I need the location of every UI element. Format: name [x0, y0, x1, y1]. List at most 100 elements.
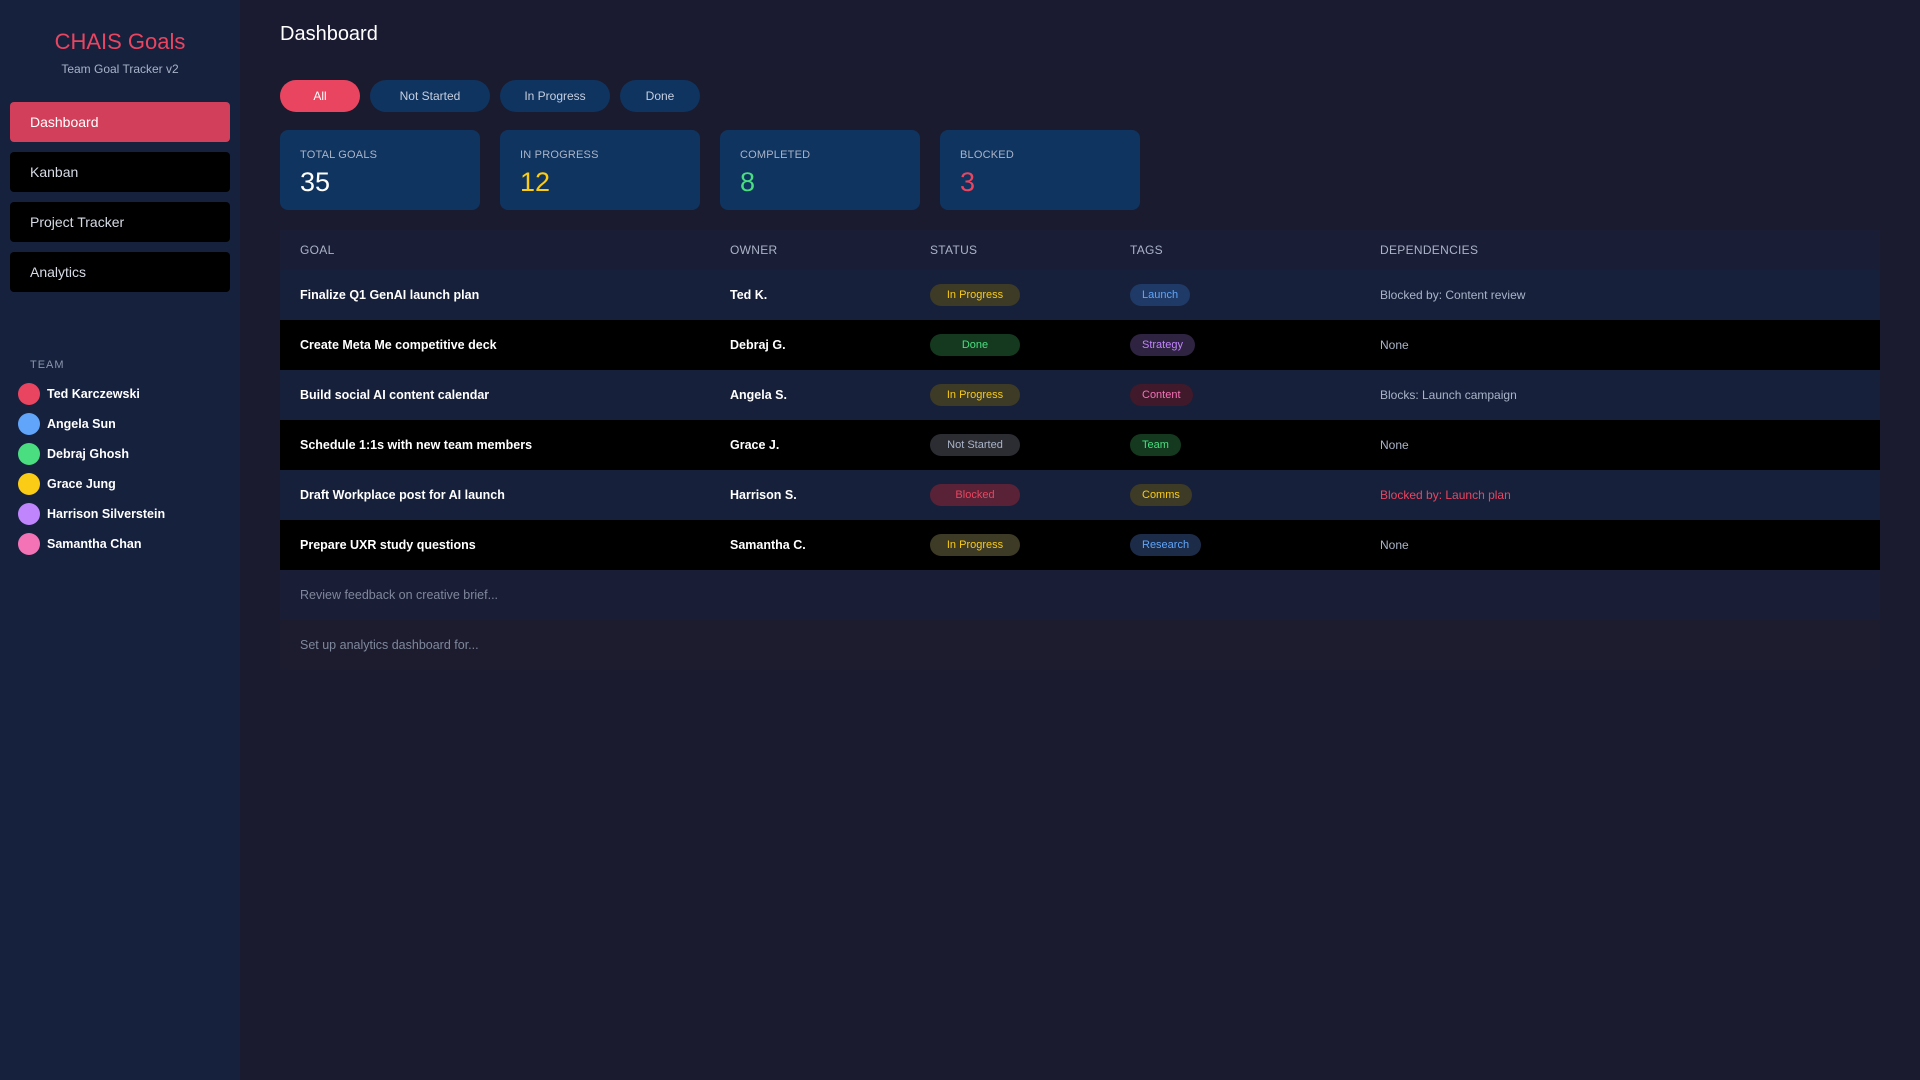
- goal-cell: Finalize Q1 GenAI launch plan: [300, 288, 480, 302]
- dependencies-cell: None: [1380, 338, 1409, 352]
- goal-cell: Set up analytics dashboard for...: [300, 638, 479, 652]
- filter-not-started[interactable]: Not Started: [370, 80, 490, 112]
- dependencies-cell: Blocked by: Launch plan: [1380, 488, 1511, 502]
- goal-cell: Build social AI content calendar: [300, 388, 490, 402]
- table-header: GOAL OWNER STATUS TAGS DEPENDENCIES: [280, 230, 1880, 270]
- avatar: [18, 413, 40, 435]
- team-member[interactable]: Samantha Chan: [0, 529, 240, 559]
- goal-cell: Prepare UXR study questions: [300, 538, 476, 552]
- team-member[interactable]: Debraj Ghosh: [0, 439, 240, 469]
- filter-in-progress[interactable]: In Progress: [500, 80, 610, 112]
- page-title: Dashboard: [280, 23, 378, 45]
- goal-cell: Review feedback on creative brief...: [300, 588, 499, 602]
- status-cell: In Progress: [930, 284, 1130, 306]
- stat-card-completed: COMPLETED 8: [720, 130, 920, 210]
- tag-badge: Strategy: [1130, 334, 1195, 356]
- nav-item-project-tracker[interactable]: Project Tracker: [10, 202, 230, 242]
- status-badge: Not Started: [930, 434, 1020, 456]
- brand-subtitle: Team Goal Tracker v2: [61, 62, 179, 76]
- column-header-owner[interactable]: OWNER: [730, 243, 778, 257]
- dependencies-cell: Blocks: Launch campaign: [1380, 388, 1517, 402]
- team-list: Ted Karczewski Angela Sun Debraj Ghosh Grac…: [0, 379, 240, 559]
- stat-label: COMPLETED: [740, 149, 811, 161]
- table-row[interactable]: Schedule 1:1s with new team members Grace…: [280, 420, 1880, 470]
- team-member[interactable]: Angela Sun: [0, 409, 240, 439]
- avatar: [18, 443, 40, 465]
- table-row-faded[interactable]: Set up analytics dashboard for...: [280, 620, 1880, 670]
- table-row[interactable]: Draft Workplace post for AI launch Harris…: [280, 470, 1880, 520]
- tag-badge: Research: [1130, 534, 1202, 556]
- status-cell: Blocked: [930, 484, 1130, 506]
- owner-cell: Grace J.: [730, 438, 780, 452]
- column-header-tags[interactable]: TAGS: [1130, 243, 1163, 257]
- stats-row: TOTAL GOALS 35 IN PROGRESS 12 COMPLETED …: [280, 130, 1880, 210]
- team-member[interactable]: Grace Jung: [0, 469, 240, 499]
- table-body: Finalize Q1 GenAI launch plan Ted K. In Pr…: [280, 270, 1880, 670]
- table-row[interactable]: Build social AI content calendar Angela S…: [280, 370, 1880, 420]
- tags-cell: Strategy: [1130, 334, 1380, 356]
- tags-cell: Comms: [1130, 484, 1380, 506]
- tags-cell: Research: [1130, 534, 1380, 556]
- stat-card-in-progress: IN PROGRESS 12: [500, 130, 700, 210]
- status-cell: Not Started: [930, 434, 1130, 456]
- filter-bar: All Not Started In Progress Done: [280, 80, 1880, 112]
- owner-cell: Samantha C.: [730, 538, 806, 552]
- team-member-name: Angela Sun: [47, 417, 116, 431]
- table-row[interactable]: Prepare UXR study questions Samantha C. In…: [280, 520, 1880, 570]
- status-cell: Done: [930, 334, 1130, 356]
- tag-badge: Team: [1130, 434, 1181, 456]
- goals-table: GOAL OWNER STATUS TAGS DEPENDENCIES Fina…: [280, 230, 1880, 670]
- stat-label: TOTAL GOALS: [300, 149, 378, 161]
- tag-badge: Content: [1130, 384, 1193, 406]
- avatar: [18, 533, 40, 555]
- team-member-name: Debraj Ghosh: [47, 447, 129, 461]
- owner-cell: Harrison S.: [730, 488, 797, 502]
- nav-item-dashboard[interactable]: Dashboard: [10, 102, 230, 142]
- nav-item-kanban[interactable]: Kanban: [10, 152, 230, 192]
- avatar: [18, 503, 40, 525]
- tag-badge: Launch: [1130, 284, 1191, 306]
- team-member[interactable]: Harrison Silverstein: [0, 499, 240, 529]
- goal-cell: Create Meta Me competitive deck: [300, 338, 497, 352]
- owner-cell: Debraj G.: [730, 338, 786, 352]
- tag-badge: Comms: [1130, 484, 1192, 506]
- status-badge: In Progress: [930, 534, 1020, 556]
- sidebar: CHAIS Goals Team Goal Tracker v2 Dashboa…: [0, 0, 240, 1080]
- status-badge: In Progress: [930, 284, 1020, 306]
- filter-all[interactable]: All: [280, 80, 360, 112]
- sidebar-nav: Dashboard Kanban Project Tracker Analyti…: [0, 102, 240, 292]
- column-header-status[interactable]: STATUS: [930, 243, 978, 257]
- stat-value: 8: [740, 167, 756, 197]
- table-row[interactable]: Create Meta Me competitive deck Debraj G.…: [280, 320, 1880, 370]
- stat-card-total: TOTAL GOALS 35: [280, 130, 480, 210]
- stat-card-blocked: BLOCKED 3: [940, 130, 1140, 210]
- table-row-faded[interactable]: Review feedback on creative brief...: [280, 570, 1880, 620]
- page-header: Dashboard: [240, 0, 1920, 70]
- table-row[interactable]: Finalize Q1 GenAI launch plan Ted K. In Pr…: [280, 270, 1880, 320]
- stat-value: 3: [960, 167, 976, 197]
- stat-label: BLOCKED: [960, 149, 1014, 161]
- stat-value: 35: [300, 167, 331, 197]
- team-member[interactable]: Ted Karczewski: [0, 379, 240, 409]
- team-member-name: Harrison Silverstein: [47, 507, 166, 521]
- status-cell: In Progress: [930, 384, 1130, 406]
- status-badge: Done: [930, 334, 1020, 356]
- owner-cell: Angela S.: [730, 388, 787, 402]
- tags-cell: Team: [1130, 434, 1380, 456]
- column-header-dependencies[interactable]: DEPENDENCIES: [1380, 243, 1479, 257]
- team-member-name: Grace Jung: [47, 477, 116, 491]
- column-header-goal[interactable]: GOAL: [300, 243, 335, 257]
- dependencies-cell: None: [1380, 438, 1409, 452]
- status-badge: In Progress: [930, 384, 1020, 406]
- stat-label: IN PROGRESS: [520, 149, 599, 161]
- nav-item-analytics[interactable]: Analytics: [10, 252, 230, 292]
- filter-done[interactable]: Done: [620, 80, 700, 112]
- team-member-name: Samantha Chan: [47, 537, 142, 551]
- dependencies-cell: Blocked by: Content review: [1380, 288, 1526, 302]
- main-content: Dashboard All Not Started In Progress Do…: [240, 0, 1920, 1080]
- stat-value: 12: [520, 167, 551, 197]
- avatar: [18, 473, 40, 495]
- brand-title: CHAIS Goals: [54, 29, 186, 54]
- owner-cell: Ted K.: [730, 288, 768, 302]
- team-heading: TEAM: [30, 359, 65, 371]
